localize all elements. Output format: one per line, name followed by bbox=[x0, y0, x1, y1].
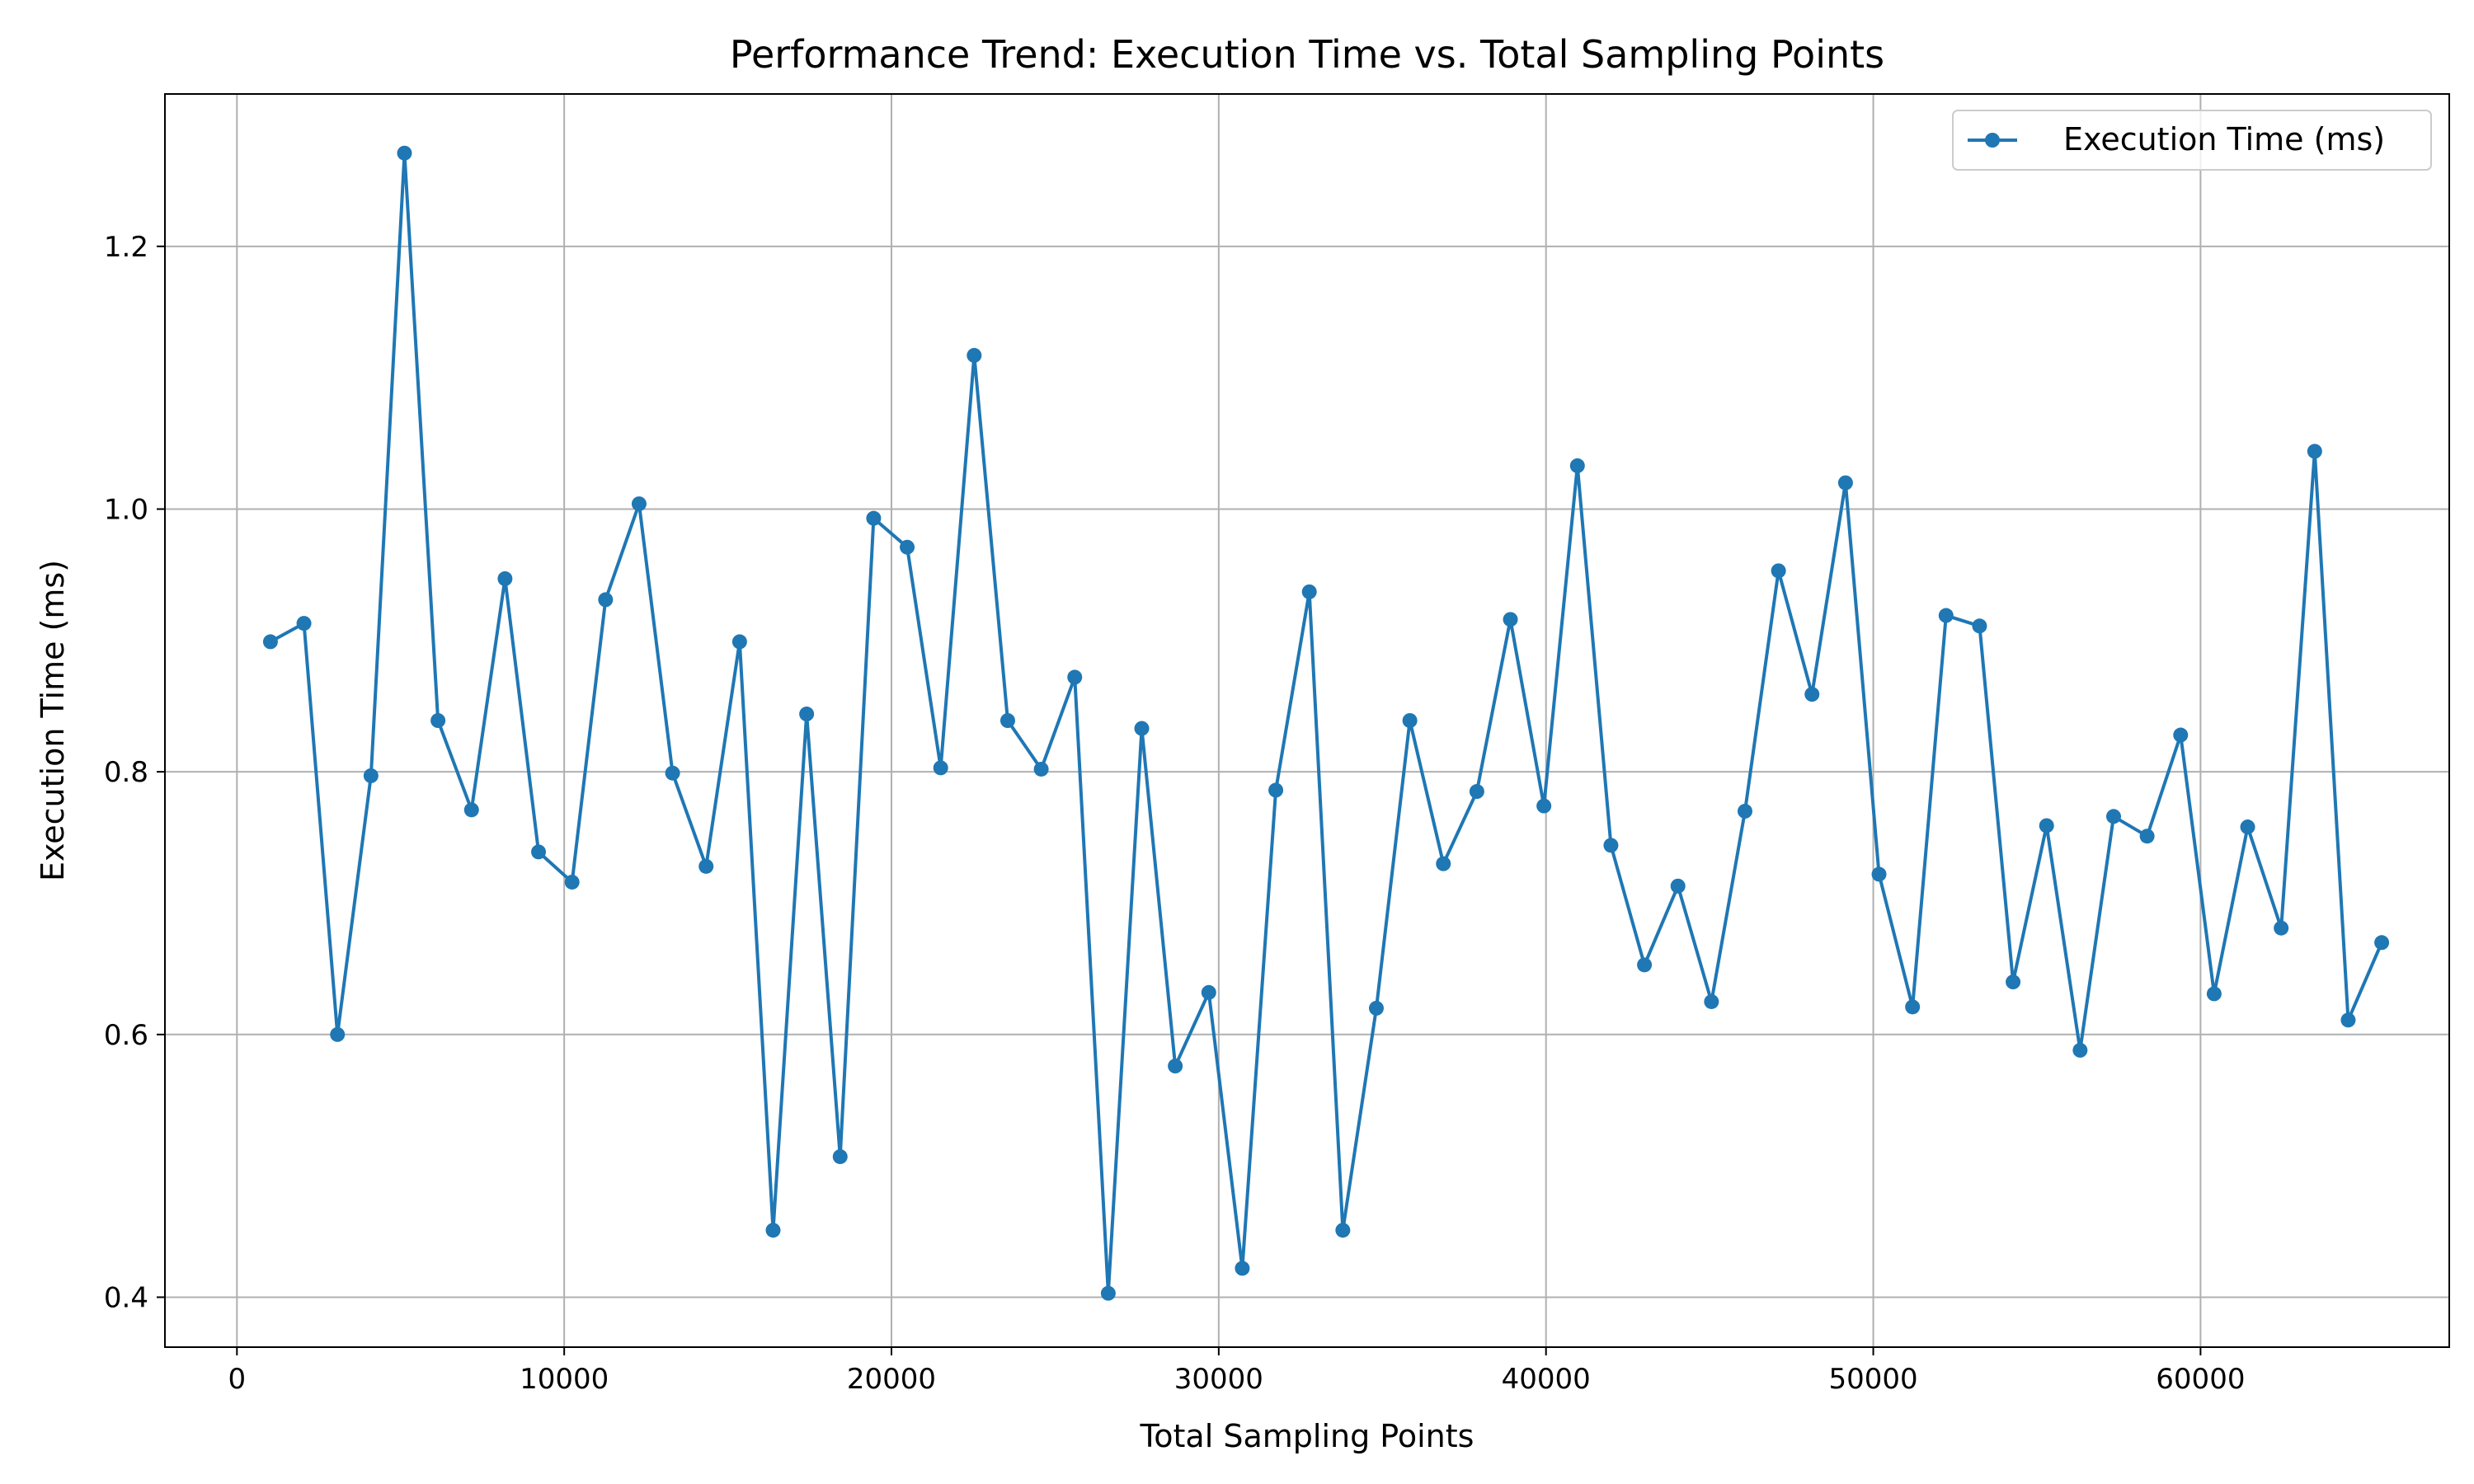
data-point bbox=[2307, 444, 2322, 458]
data-point bbox=[1637, 957, 1652, 972]
x-tick-label: 10000 bbox=[520, 1363, 609, 1396]
data-point bbox=[1905, 999, 1920, 1014]
data-point bbox=[330, 1027, 345, 1042]
data-point bbox=[2274, 921, 2288, 936]
legend: Execution Time (ms) bbox=[1953, 110, 2431, 170]
data-point bbox=[732, 634, 747, 649]
data-point bbox=[2207, 986, 2222, 1001]
x-tick-label: 20000 bbox=[847, 1363, 936, 1396]
data-point bbox=[1838, 476, 1853, 491]
data-point bbox=[1603, 838, 1618, 852]
y-tick-label: 1.2 bbox=[104, 231, 148, 264]
data-point bbox=[1202, 985, 1216, 1000]
data-point bbox=[1939, 608, 1954, 623]
data-point bbox=[430, 713, 445, 728]
data-point bbox=[1671, 879, 1686, 894]
x-tick-label: 50000 bbox=[1828, 1363, 1917, 1396]
data-point bbox=[632, 496, 647, 511]
y-axis-label: Execution Time (ms) bbox=[35, 560, 71, 881]
data-point bbox=[698, 859, 713, 874]
data-point bbox=[866, 511, 881, 526]
data-point bbox=[900, 540, 915, 555]
data-point bbox=[1268, 782, 1283, 797]
data-point bbox=[2006, 974, 2020, 989]
data-point bbox=[2072, 1043, 2087, 1058]
data-point bbox=[497, 571, 512, 586]
data-point bbox=[833, 1149, 848, 1164]
x-axis-label: Total Sampling Points bbox=[1140, 1418, 1475, 1454]
y-tick-label: 1.0 bbox=[104, 493, 148, 526]
data-point bbox=[2039, 818, 2054, 833]
data-point bbox=[1738, 804, 1752, 819]
data-point bbox=[297, 616, 312, 631]
data-point bbox=[1470, 784, 1484, 799]
data-point bbox=[364, 768, 379, 783]
y-tick-label: 0.8 bbox=[104, 756, 148, 789]
data-point bbox=[1168, 1059, 1183, 1073]
legend-marker-swatch bbox=[1985, 133, 2000, 148]
chart-title: Performance Trend: Execution Time vs. To… bbox=[730, 32, 1884, 77]
data-point bbox=[1101, 1286, 1116, 1301]
data-point bbox=[1972, 618, 1987, 633]
y-tick-label: 0.4 bbox=[104, 1281, 148, 1314]
x-tick-label: 0 bbox=[228, 1363, 246, 1396]
data-point bbox=[598, 592, 613, 607]
data-point bbox=[1067, 669, 1082, 684]
data-point bbox=[934, 760, 948, 775]
data-point bbox=[565, 875, 580, 890]
data-point bbox=[666, 766, 680, 781]
data-point bbox=[2140, 829, 2155, 843]
x-tick-label: 40000 bbox=[1502, 1363, 1591, 1396]
data-point bbox=[1000, 713, 1015, 728]
data-point bbox=[1704, 994, 1719, 1009]
data-point bbox=[766, 1223, 781, 1237]
data-point bbox=[2374, 935, 2389, 950]
data-point bbox=[1403, 713, 1418, 728]
data-point bbox=[397, 146, 412, 161]
data-point bbox=[1536, 799, 1551, 814]
data-point bbox=[1436, 857, 1451, 871]
data-point bbox=[1369, 1001, 1384, 1016]
data-point bbox=[2241, 819, 2255, 834]
data-point bbox=[1302, 585, 1317, 599]
data-point bbox=[1503, 612, 1518, 627]
x-tick-label: 30000 bbox=[1174, 1363, 1263, 1396]
data-point bbox=[263, 634, 278, 649]
data-point bbox=[1570, 458, 1585, 473]
data-point bbox=[799, 707, 814, 721]
data-point bbox=[1135, 721, 1150, 736]
data-point bbox=[1335, 1223, 1350, 1237]
data-point bbox=[2173, 728, 2188, 743]
data-point bbox=[1872, 866, 1887, 881]
data-point bbox=[2340, 1012, 2355, 1027]
data-point bbox=[1804, 687, 1819, 702]
y-tick-label: 0.6 bbox=[104, 1019, 148, 1052]
legend-label: Execution Time (ms) bbox=[2063, 121, 2385, 157]
data-point bbox=[464, 802, 479, 817]
data-point bbox=[1771, 563, 1786, 578]
data-point bbox=[1034, 762, 1049, 777]
data-point bbox=[2106, 809, 2121, 824]
data-point bbox=[1235, 1261, 1249, 1275]
x-tick-label: 60000 bbox=[2156, 1363, 2245, 1396]
data-point bbox=[531, 844, 546, 859]
data-point bbox=[967, 348, 981, 363]
